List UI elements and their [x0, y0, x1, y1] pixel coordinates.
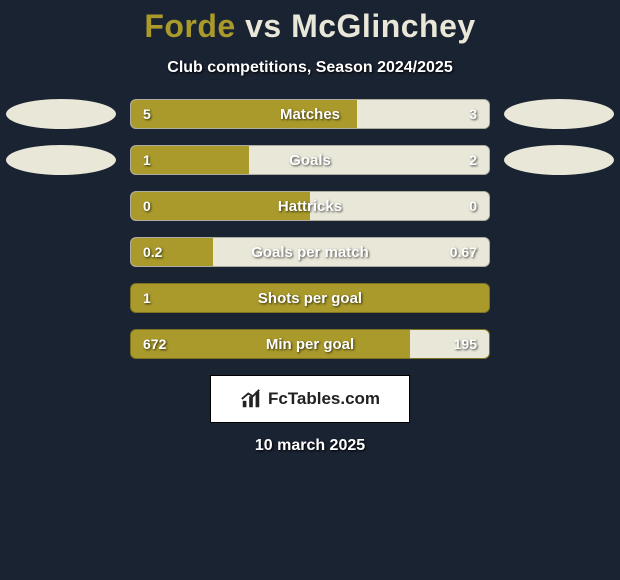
chart-icon	[240, 388, 262, 410]
logo-text: FcTables.com	[268, 389, 380, 409]
stat-bar: Matches53	[130, 99, 490, 129]
stat-bar: Shots per goal1	[130, 283, 490, 313]
stat-row: Goals per match0.20.67	[0, 237, 620, 267]
stat-bar: Hattricks00	[130, 191, 490, 221]
stat-bar: Goals12	[130, 145, 490, 175]
stat-row: Hattricks00	[0, 191, 620, 221]
stat-bar-right-fill	[213, 238, 489, 266]
player2-name: McGlinchey	[291, 8, 476, 44]
stat-row: Min per goal672195	[0, 329, 620, 359]
vs-text: vs	[245, 8, 282, 44]
stat-bar: Goals per match0.20.67	[130, 237, 490, 267]
stat-bar-right-fill	[410, 330, 489, 358]
stat-bar-right-fill	[357, 100, 489, 128]
player1-oval	[6, 145, 116, 175]
stat-row: Matches53	[0, 99, 620, 129]
stats-list: Matches53 Goals12 Hattricks00 Goals per mat…	[0, 99, 620, 359]
stat-bar-left-fill	[131, 330, 410, 358]
stat-bar-left-fill	[131, 146, 249, 174]
stat-bar-right-fill	[310, 192, 489, 220]
stat-bar-left-fill	[131, 192, 310, 220]
player2-oval	[504, 99, 614, 129]
comparison-title: Forde vs McGlinchey	[0, 8, 620, 45]
fctables-logo: FcTables.com	[210, 375, 410, 423]
stat-bar: Min per goal672195	[130, 329, 490, 359]
stat-bar-right-fill	[249, 146, 489, 174]
stat-bar-left-fill	[131, 100, 357, 128]
player1-oval	[6, 99, 116, 129]
subtitle: Club competitions, Season 2024/2025	[0, 59, 620, 77]
stat-row: Goals12	[0, 145, 620, 175]
date-text: 10 march 2025	[0, 437, 620, 455]
stat-bar-left-fill	[131, 284, 489, 312]
stat-bar-left-fill	[131, 238, 213, 266]
player2-oval	[504, 145, 614, 175]
player1-name: Forde	[144, 8, 235, 44]
stat-row: Shots per goal1	[0, 283, 620, 313]
